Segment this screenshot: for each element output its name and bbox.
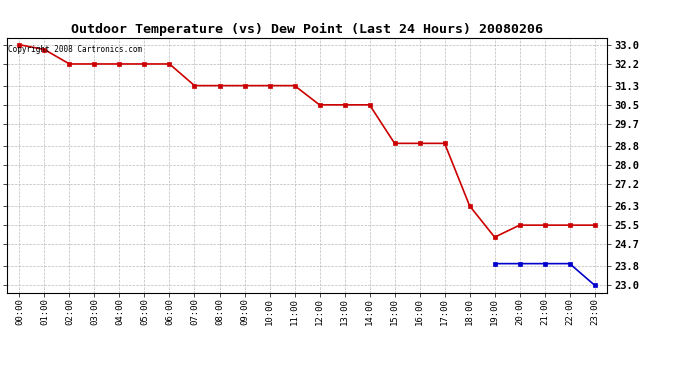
Title: Outdoor Temperature (vs) Dew Point (Last 24 Hours) 20080206: Outdoor Temperature (vs) Dew Point (Last… — [71, 23, 543, 36]
Text: Copyright 2008 Cartronics.com: Copyright 2008 Cartronics.com — [8, 45, 142, 54]
